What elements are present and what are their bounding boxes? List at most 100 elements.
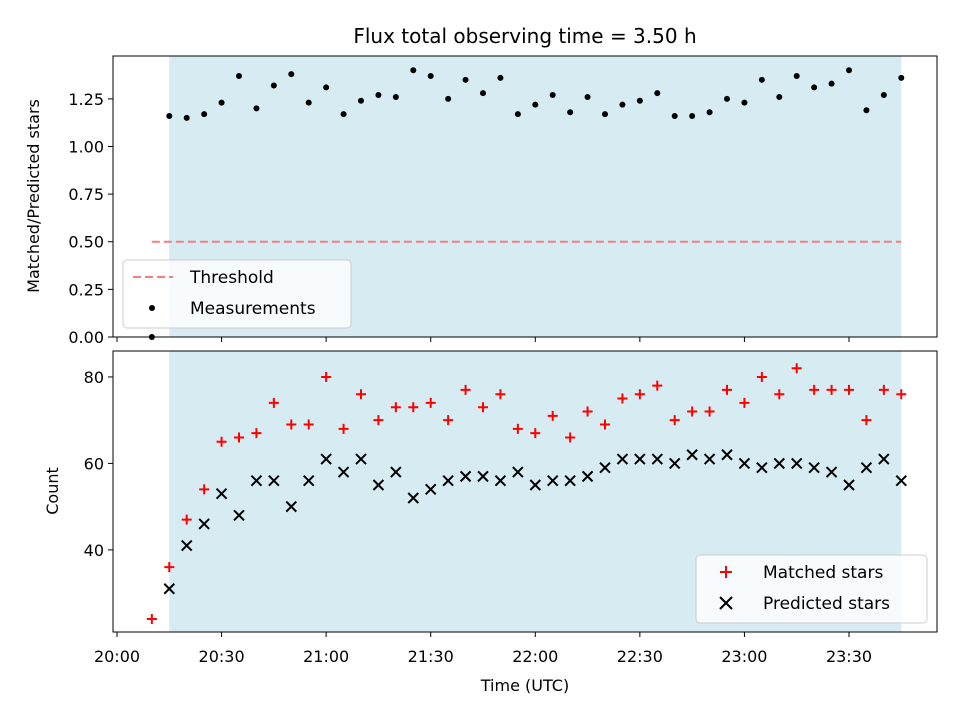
measurement-point	[584, 93, 591, 100]
y-tick-label: 1.25	[68, 90, 104, 109]
bottom-legend: Matched stars Predicted stars	[695, 554, 928, 624]
x-tick-label: 22:00	[512, 647, 558, 666]
matched-star-point	[425, 397, 436, 408]
predicted-star-point	[459, 470, 472, 483]
predicted-star-point	[181, 539, 193, 552]
predicted-star-point	[285, 500, 297, 513]
measurement-point	[183, 114, 190, 121]
measurement-point	[392, 93, 399, 100]
predicted-star-point	[337, 466, 350, 478]
legend-threshold-label: Threshold	[189, 268, 274, 288]
matched-star-point	[878, 384, 889, 395]
predicted-star-point	[547, 474, 559, 487]
predicted-star-point	[233, 509, 245, 521]
top-panel-marks	[148, 67, 905, 340]
matched-star-point	[356, 389, 366, 400]
bottom-panel-marks	[146, 363, 907, 625]
measurement-point	[462, 76, 469, 83]
measurement-point	[445, 95, 452, 102]
y-tick-label: 0.00	[68, 328, 104, 347]
predicted-star-point	[599, 462, 611, 474]
measurement-point	[846, 67, 852, 74]
measurement-point	[497, 74, 504, 81]
predicted-star-point	[825, 466, 838, 478]
matched-star-point	[478, 402, 488, 413]
x-tick-label: 21:00	[303, 647, 349, 666]
matched-star-point	[652, 380, 663, 391]
matched-star-point	[687, 406, 698, 417]
measurement-point	[549, 92, 556, 99]
matched-star-point	[600, 419, 610, 430]
matched-star-point	[373, 415, 384, 426]
predicted-star-point	[425, 483, 437, 496]
chart-title: Flux total observing time = 3.50 h	[353, 24, 696, 48]
measurement-point	[410, 67, 417, 74]
matched-star-point	[251, 428, 262, 439]
top-panel-x-ticks	[116, 337, 850, 342]
x-tick-label: 20:00	[94, 647, 140, 666]
predicted-star-point	[215, 487, 228, 500]
measurement-point	[898, 74, 905, 81]
predicted-star-point	[355, 453, 367, 465]
matched-star-point	[268, 397, 279, 408]
y-tick-label: 60	[84, 454, 104, 473]
bottom-panel: 40 60 80 20:00 20:30 21:00 21:30 22:00 22:30 23:…	[43, 350, 938, 695]
measurement-point	[811, 84, 818, 91]
measurement-point	[880, 92, 887, 99]
predicted-star-point	[477, 470, 489, 483]
measurement-point	[689, 113, 696, 120]
measurement-point	[166, 113, 173, 120]
matched-star-point	[791, 363, 802, 374]
x-tick-label: 22:30	[617, 647, 663, 666]
measurement-point	[323, 84, 330, 91]
top-panel-frame	[112, 55, 938, 338]
matched-star-point	[460, 384, 471, 395]
matched-star-point	[216, 436, 227, 447]
predicted-star-point	[512, 466, 524, 478]
x-axis-label: Time (UTC)	[480, 676, 569, 695]
measurement-point	[427, 73, 434, 80]
matched-star-point	[722, 384, 732, 395]
legend-measurements-label: Measurements	[190, 299, 316, 319]
matched-star-point	[443, 415, 454, 426]
matched-star-point	[408, 402, 419, 413]
predicted-star-point	[791, 457, 803, 470]
matched-star-point	[809, 384, 820, 395]
matched-star-point	[774, 389, 785, 400]
matched-star-point	[303, 419, 314, 430]
matched-star-point	[582, 406, 593, 417]
predicted-star-point	[808, 462, 820, 474]
matched-star-point	[826, 384, 837, 395]
matched-star-point	[234, 432, 244, 443]
legend-matched-label: Matched stars	[763, 563, 883, 583]
predicted-star-point	[529, 479, 541, 491]
top-legend-box	[122, 259, 352, 329]
y-tick-label: 0.50	[68, 233, 104, 252]
matched-star-point	[321, 371, 332, 382]
measurement-point	[863, 107, 870, 114]
matched-star-point	[634, 389, 645, 400]
top-legend: Threshold Measurements	[122, 259, 352, 329]
matched-star-point	[861, 415, 872, 426]
matched-star-point	[547, 410, 558, 421]
predicted-star-point	[686, 449, 698, 461]
measurement-point	[602, 111, 608, 118]
measurement-point	[567, 109, 574, 116]
bottom-legend-box	[695, 554, 928, 624]
measurement-point	[236, 73, 242, 80]
measurement-point	[724, 95, 730, 102]
measurement-point	[340, 111, 347, 118]
measurements-legend-marker	[149, 305, 155, 311]
measurement-point	[671, 113, 678, 120]
predicted-star-point	[303, 474, 315, 487]
matched-star-point	[164, 562, 175, 573]
matched-star-point	[844, 384, 854, 395]
measurement-point	[532, 101, 539, 108]
matched-star-point	[739, 397, 750, 408]
bottom-panel-x-axis: 20:00 20:30 21:00 21:30 22:00 22:30 23:00 23:30	[94, 632, 872, 666]
y-tick-label: 40	[84, 541, 104, 560]
matched-star-point	[338, 423, 349, 434]
measurement-point	[776, 93, 783, 100]
measurement-point	[270, 82, 277, 89]
